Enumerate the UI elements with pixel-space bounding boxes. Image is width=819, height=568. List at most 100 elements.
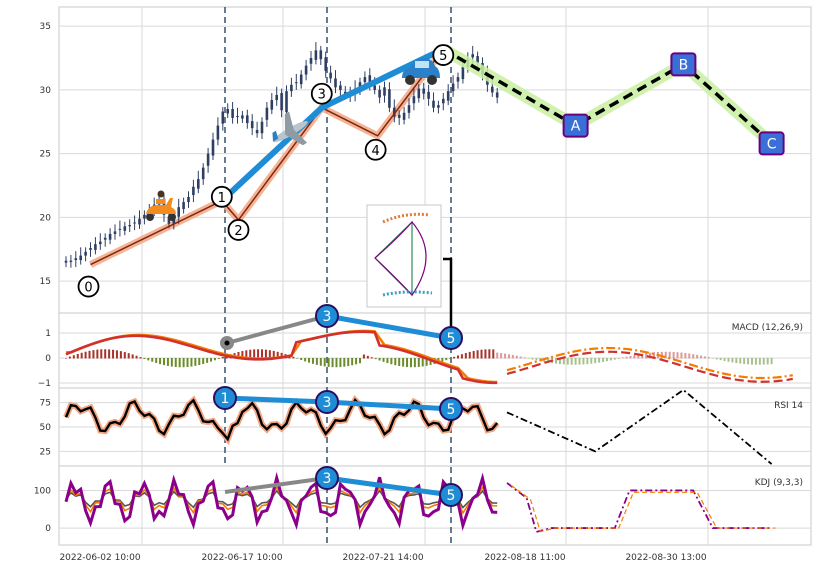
macd-histogram-bar — [602, 358, 605, 362]
macd-histogram-bar — [453, 356, 456, 359]
candle-body — [407, 105, 411, 113]
candle-body — [446, 91, 450, 101]
x-tick-label: 2022-06-02 10:00 — [59, 553, 140, 563]
rsi-y-tick: 25 — [40, 447, 51, 457]
kdj-j-line — [64, 471, 498, 532]
macd-histogram-bar — [315, 358, 318, 365]
impulse-wave-path — [90, 48, 444, 266]
macd-histogram-bar — [770, 358, 773, 365]
macd-histogram-bar — [566, 358, 569, 365]
macd-histogram-bar — [264, 349, 267, 359]
macd-histogram-bar — [413, 358, 416, 368]
x-tick-label: 2022-08-30 13:00 — [625, 553, 706, 563]
kdj-panel: 35 — [64, 466, 776, 533]
macd-histogram-bar — [362, 354, 365, 359]
macd-histogram-bar — [676, 352, 679, 359]
macd-histogram-bar — [280, 352, 283, 359]
macd-histogram-bar — [609, 358, 612, 361]
macd-histogram-bar — [425, 358, 428, 366]
candle-body — [128, 225, 131, 227]
macd-histogram-bar — [394, 358, 397, 366]
price-panel: 0 1 2 3 4 5 A B C — [64, 42, 785, 338]
macd-y-tick: 1 — [45, 329, 51, 339]
macd-histogram-bar — [703, 356, 706, 359]
illustration-pointer — [443, 257, 453, 332]
macd-histogram-bar — [409, 358, 412, 368]
x-tick-label: 2022-07-21 14:00 — [342, 553, 423, 563]
kdj-divergence: 35 — [224, 466, 463, 507]
macd-histogram-bar — [751, 358, 753, 365]
candle-body — [456, 77, 460, 82]
macd-histogram-bar — [507, 354, 510, 359]
macd-histogram-bar — [574, 358, 577, 365]
macd-histogram-bar — [323, 358, 326, 367]
candle-body — [201, 167, 205, 180]
macd-histogram-bar — [253, 349, 256, 359]
macd-histogram-bar — [331, 358, 334, 368]
candle-body — [246, 115, 249, 124]
macd-histogram-bar — [335, 358, 338, 368]
wave-label-3: 3 — [318, 88, 326, 103]
candle-body — [280, 93, 283, 111]
macd-histogram-bar — [355, 358, 358, 365]
macd-histogram-bar — [202, 358, 205, 365]
candle-body — [118, 228, 122, 230]
macd-histogram-bar — [163, 358, 165, 366]
macd-histogram-bar — [480, 349, 483, 359]
candle-body — [265, 107, 269, 120]
candle-body — [231, 109, 234, 118]
wave-markers: 0 1 2 3 4 5 — [77, 44, 455, 298]
macd-histogram-bar — [762, 358, 765, 365]
price-y-tick: 25 — [40, 150, 51, 160]
candle-body — [94, 244, 97, 250]
candle-body — [491, 86, 494, 93]
macd-histogram-bar — [198, 358, 201, 366]
macd-histogram-bar — [398, 358, 401, 367]
macd-projection-line — [506, 350, 793, 383]
candle-body — [412, 96, 416, 104]
macd-histogram-bar — [429, 358, 432, 365]
macd-histogram-bar — [119, 351, 122, 359]
candle-body — [167, 216, 171, 224]
macd-histogram-bar — [272, 350, 275, 359]
kdj-panel-frame — [58, 465, 812, 546]
price-y-tick: 20 — [40, 213, 52, 223]
macd-histogram-bar — [406, 358, 409, 368]
macd-histogram-bar — [441, 358, 444, 362]
candle-body — [334, 78, 337, 88]
macd-histogram-bar — [249, 349, 252, 359]
macd-histogram-bar — [190, 358, 193, 367]
candle-body — [226, 109, 229, 114]
macd-histogram-bar — [186, 358, 189, 367]
macd-histogram-bar — [213, 358, 216, 361]
macd-histogram-bar — [174, 358, 177, 368]
macd-histogram-bar — [617, 358, 620, 359]
candle-body — [221, 111, 225, 124]
macd-histogram-bar — [664, 351, 667, 359]
macd-histogram-bar — [217, 358, 220, 359]
candle-body — [422, 88, 425, 94]
macd-histogram-bar — [590, 358, 593, 364]
candle-body — [270, 100, 274, 110]
divergence-marker-3 — [315, 304, 339, 328]
scooter-icon — [146, 190, 176, 221]
wave-label-1: 1 — [218, 191, 226, 206]
divergence-label-5: 5 — [447, 488, 456, 504]
macd-histogram-bar — [304, 358, 307, 362]
abc-marker-B — [670, 52, 697, 77]
macd-histogram-bar — [319, 358, 322, 366]
macd-histogram-bar — [359, 358, 361, 364]
kdj-j-projection — [506, 482, 772, 533]
macd-histogram-bar — [692, 354, 695, 359]
candle-body — [182, 202, 185, 210]
macd-histogram-bar — [445, 358, 448, 361]
candle-body — [397, 114, 401, 118]
candle-body — [275, 94, 278, 101]
macd-histogram-bar — [237, 351, 240, 359]
candle-body — [451, 83, 455, 92]
macd-histogram-bar — [347, 358, 350, 367]
x-tick-label: 2022-08-18 11:00 — [484, 553, 565, 563]
y-tick-labels: 15 20 25 30 35 1 0 −1 75 50 25 100 0 — [34, 22, 51, 534]
candle-body — [79, 255, 82, 261]
